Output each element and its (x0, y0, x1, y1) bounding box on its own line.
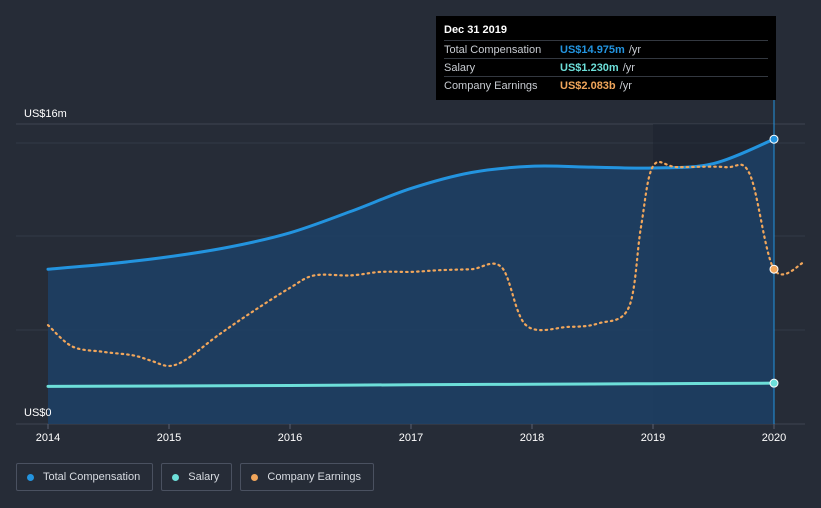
legend-label: Salary (188, 471, 220, 483)
total-compensation-marker (769, 134, 779, 144)
tooltip-row-unit: /yr (619, 79, 632, 92)
series-lines (46, 137, 806, 388)
y-axis-top-label: US$16m (24, 108, 67, 120)
company-earnings-marker (769, 264, 779, 274)
y-axis-bottom-label: US$0 (24, 407, 52, 419)
tooltip-row-value: US$14.975m (560, 43, 625, 56)
company-earnings-line (46, 160, 806, 368)
legend-item-salary[interactable]: Salary (161, 463, 233, 491)
x-tick-label: 2015 (157, 432, 181, 444)
x-axis: 2014 2015 2016 2017 2018 2019 2020 (36, 424, 786, 444)
legend-label: Company Earnings (267, 471, 361, 483)
tooltip-row-label: Total Compensation (444, 43, 542, 56)
x-tick-label: 2016 (278, 432, 302, 444)
series-markers (769, 134, 779, 388)
salary-marker (769, 378, 779, 388)
tooltip-date: Dec 31 2019 (444, 24, 507, 36)
salary-line (46, 381, 776, 388)
legend-dot-icon (27, 473, 34, 481)
legend-dot-icon (251, 473, 259, 481)
legend-dot-icon (172, 473, 180, 481)
x-tick-label: 2020 (762, 432, 786, 444)
tooltip-row-unit: /yr (622, 61, 635, 74)
tooltip-row-salary: Salary US$1.230m /yr (444, 58, 768, 76)
tooltip-row-label: Company Earnings (444, 79, 538, 92)
tooltip-row-company-earnings: Company Earnings US$2.083b /yr (444, 76, 768, 94)
total-compensation-area (48, 139, 774, 424)
tooltip: Dec 31 2019 Total Compensation US$14.975… (436, 16, 776, 100)
x-tick-label: 2017 (399, 432, 423, 444)
legend: Total Compensation Salary Company Earnin… (16, 463, 374, 491)
x-tick-label: 2019 (641, 432, 665, 444)
x-tick-label: 2018 (520, 432, 544, 444)
legend-label: Total Compensation (43, 471, 141, 483)
series-areas (48, 139, 774, 424)
legend-item-total-compensation[interactable]: Total Compensation (16, 463, 154, 491)
x-tick-label: 2014 (36, 432, 60, 444)
tooltip-row-unit: /yr (628, 43, 642, 56)
tooltip-row-value: US$2.083b (560, 79, 616, 92)
tooltip-row-value: US$1.230m (560, 61, 619, 74)
tooltip-row-label: Salary (444, 61, 476, 74)
tooltip-row-total-compensation: Total Compensation US$14.975m /yr (444, 40, 768, 58)
legend-item-company-earnings[interactable]: Company Earnings (240, 463, 374, 491)
